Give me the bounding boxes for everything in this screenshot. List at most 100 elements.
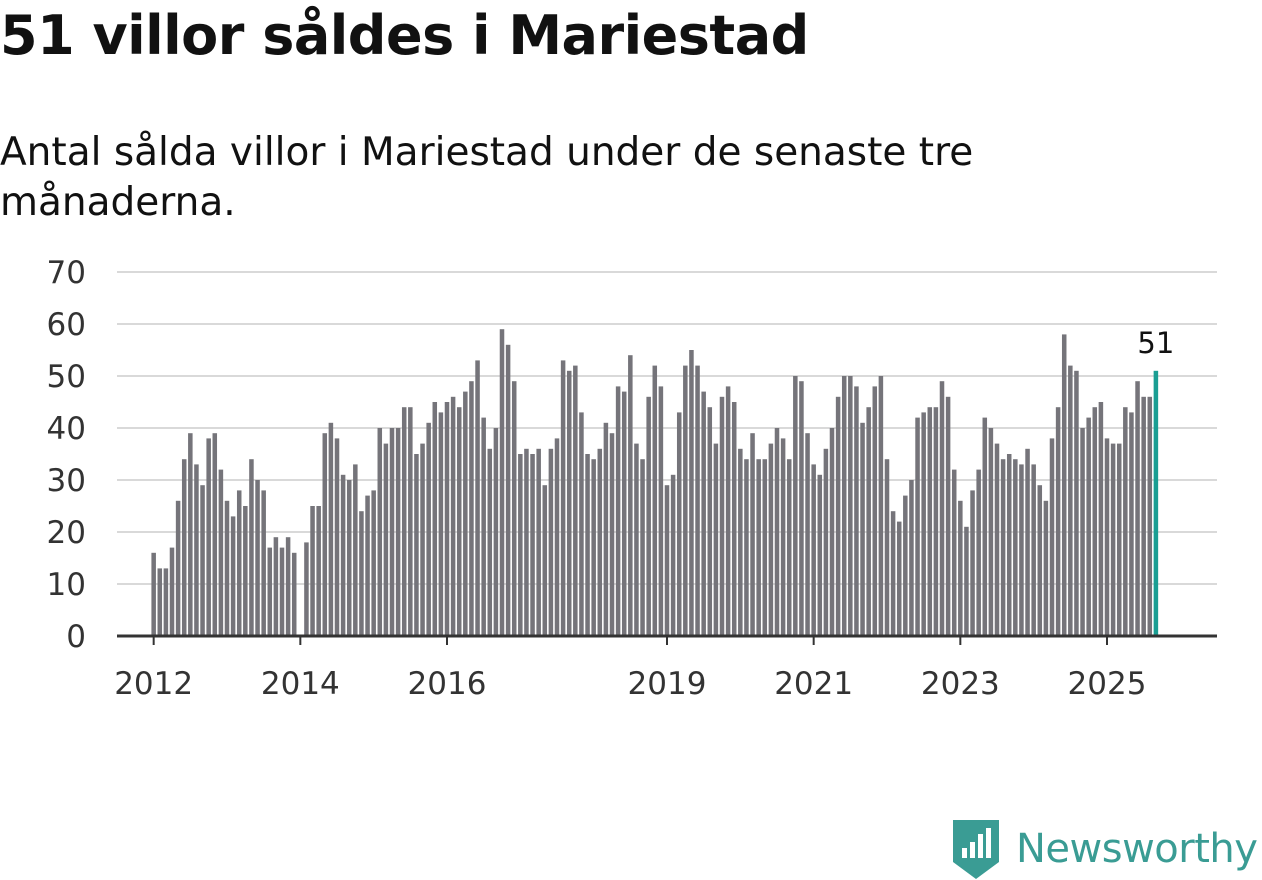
bar	[566, 370, 572, 636]
bar	[487, 448, 493, 636]
bar	[958, 500, 963, 636]
x-tick-label: 2023	[921, 666, 1000, 702]
bar	[951, 469, 957, 636]
bar	[1000, 459, 1006, 636]
chart-title: 51 villor såldes i Mariestad	[0, 4, 809, 67]
y-tick-label: 10	[47, 567, 86, 603]
bar-chart-pin-icon	[953, 820, 999, 879]
bar	[554, 438, 560, 636]
bar	[359, 511, 364, 636]
bar	[866, 407, 871, 636]
bar	[432, 402, 438, 636]
x-tick-label: 2021	[774, 666, 853, 702]
bar	[493, 428, 499, 636]
bar	[1147, 396, 1153, 636]
bar	[420, 443, 425, 636]
bar	[976, 469, 981, 636]
bar	[1037, 485, 1043, 636]
y-tick-label: 40	[47, 411, 86, 447]
bar	[524, 448, 529, 636]
bar	[884, 459, 890, 636]
y-tick-label: 30	[47, 463, 86, 499]
bar	[1031, 464, 1036, 636]
bar	[255, 480, 260, 636]
bar	[628, 355, 633, 636]
bar	[994, 443, 1000, 636]
bar	[676, 412, 682, 636]
bar	[579, 412, 584, 636]
bar	[933, 407, 939, 636]
bar	[377, 428, 383, 636]
bar	[1086, 417, 1091, 636]
bar	[169, 547, 175, 636]
bar	[456, 407, 462, 636]
x-tick-label: 2012	[114, 666, 193, 702]
bar	[236, 490, 242, 636]
y-tick-label: 60	[47, 307, 86, 343]
y-tick-label: 50	[47, 359, 86, 395]
bar	[793, 376, 798, 636]
bar	[829, 428, 835, 636]
bar	[707, 407, 713, 636]
bar	[475, 360, 480, 636]
bar	[817, 474, 823, 636]
bar	[1110, 443, 1116, 636]
bar	[163, 568, 169, 636]
bar	[811, 464, 816, 636]
bar	[291, 552, 297, 636]
bar	[725, 386, 731, 636]
bar	[786, 459, 792, 636]
bar	[945, 396, 951, 636]
bar	[939, 381, 945, 636]
newsworthy-logo: Newsworthy	[951, 818, 1258, 880]
bar	[1043, 500, 1049, 636]
bar	[426, 422, 431, 636]
bar	[768, 443, 774, 636]
bar	[328, 422, 334, 636]
bar	[224, 500, 230, 636]
bar	[414, 454, 419, 636]
bar	[481, 417, 486, 636]
y-tick-label: 0	[66, 619, 86, 655]
bar	[1061, 334, 1067, 636]
bar	[585, 454, 590, 636]
bar	[1104, 438, 1110, 636]
x-axis-ticks	[152, 636, 1108, 645]
bar	[542, 485, 548, 636]
bar	[511, 381, 517, 636]
bar	[1068, 365, 1073, 636]
bar	[878, 376, 884, 636]
bar	[774, 428, 780, 636]
bar	[267, 547, 273, 636]
x-axis-labels: 2012 2014 2016 2019 2021 2023 2025	[114, 666, 1146, 702]
y-axis-labels: 0 10 20 30 40 50 60 70	[47, 255, 86, 655]
bar	[1098, 402, 1104, 636]
bar	[970, 490, 975, 636]
bar	[1019, 464, 1024, 636]
bar	[689, 350, 694, 636]
bar	[597, 448, 603, 636]
bar	[206, 438, 211, 636]
bar	[719, 396, 725, 636]
bar	[469, 381, 474, 636]
bar	[1013, 459, 1018, 636]
bars	[151, 329, 1159, 636]
bar	[634, 443, 639, 636]
bar	[273, 537, 279, 636]
bar	[988, 428, 994, 636]
bar	[652, 365, 658, 636]
bar	[383, 443, 389, 636]
bar	[621, 391, 627, 636]
bar	[438, 412, 444, 636]
bar	[499, 329, 505, 636]
bar	[157, 568, 163, 636]
bar	[1080, 428, 1085, 636]
bar	[505, 344, 511, 636]
bar	[860, 422, 865, 636]
bar	[909, 480, 914, 636]
bar	[1092, 407, 1098, 636]
bar	[591, 459, 596, 636]
bar	[713, 443, 719, 636]
bar	[603, 422, 609, 636]
